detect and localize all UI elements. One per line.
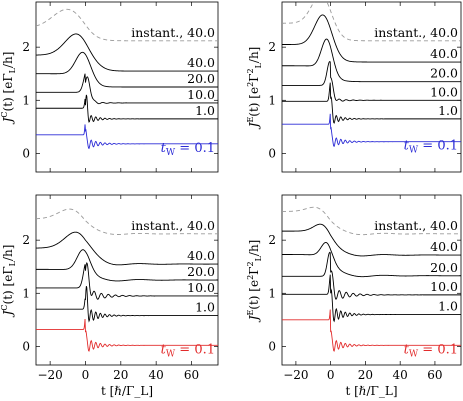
series-label-t10: 10.0 (430, 84, 458, 99)
series-line-t01 (36, 319, 218, 352)
series-label-t01: tW = 0.1 (404, 342, 458, 359)
series-label-t40: 40.0 (430, 239, 458, 254)
series-line-t40 (282, 223, 461, 257)
panel-top-right: 0 1 2 instant., 40.0 40.0 20.0 10.0 1.0 tW = 0.1… (246, 1, 462, 173)
y-tick-label: 2 (268, 40, 276, 54)
x-tick-label: 20 (358, 368, 373, 382)
series-line-instant (36, 8, 218, 42)
series-line-t40 (36, 231, 218, 266)
series-line-instant (36, 208, 218, 235)
y-axis-label: JE(t) [e2Γ2L/h] (246, 47, 263, 131)
series-label-t10: 10.0 (187, 280, 215, 295)
y-tick-label: 0 (22, 146, 30, 160)
series-label-t1: 1.0 (195, 103, 215, 118)
y-tick-label: 1 (22, 93, 30, 107)
y-tick-label: 0 (22, 339, 30, 353)
x-tick-label: −20 (37, 368, 62, 382)
series-line-t20 (36, 249, 218, 282)
series-line-t01 (282, 113, 461, 147)
y-tick-label: 0 (268, 339, 276, 353)
series-label-t20: 20.0 (187, 264, 215, 279)
series-line-t20 (282, 242, 461, 278)
series-label-t1: 1.0 (438, 299, 458, 314)
series-label-t1: 1.0 (438, 103, 458, 118)
series-line-t01 (36, 124, 218, 150)
x-axis-label: t [ℏ/Γ_L] (101, 384, 153, 398)
series-line-t1 (282, 82, 461, 124)
series-label-t20: 20.0 (187, 71, 215, 86)
series-label-t01: tW = 0.1 (161, 141, 215, 158)
y-axis-label: JC(t) [eΓL/h] (0, 52, 17, 126)
series-label-t01: tW = 0.1 (404, 139, 458, 156)
series-line-t1 (36, 286, 218, 323)
y-tick-label: 0 (268, 146, 276, 160)
series-line-t20 (36, 51, 218, 88)
x-axis-label: t [ℏ/Γ_L] (345, 384, 397, 398)
series-label-t20: 20.0 (430, 66, 458, 81)
series-line-instant (282, 206, 461, 236)
y-tick-label: 1 (268, 286, 276, 300)
series-label-instant: instant., 40.0 (131, 218, 215, 233)
series-label-instant: instant., 40.0 (374, 25, 458, 40)
x-tick-label: 60 (184, 368, 199, 382)
series-line-t10 (282, 251, 461, 300)
series-label-t10: 10.0 (187, 87, 215, 102)
series-line-t20 (282, 38, 461, 83)
x-tick-label: 0 (82, 368, 90, 382)
plot-frame (281, 194, 462, 366)
x-tick-label: 60 (427, 368, 442, 382)
series-label-t40: 40.0 (187, 248, 215, 263)
series-line-t10 (36, 262, 218, 300)
series-label-instant: instant., 40.0 (374, 218, 458, 233)
x-tick-label: 40 (149, 368, 164, 382)
y-axis-label: JE(t) [e2Γ2L/h] (246, 240, 263, 324)
series-label-t40: 40.0 (187, 55, 215, 70)
series-line-t1 (282, 274, 461, 323)
series-line-t10 (282, 60, 461, 102)
series-label-instant: instant., 40.0 (131, 25, 215, 40)
y-tick-label: 1 (268, 93, 276, 107)
y-tick-label: 2 (22, 40, 30, 54)
series-label-t1: 1.0 (195, 300, 215, 315)
x-tick-label: 40 (393, 368, 408, 382)
x-tick-label: −20 (283, 368, 308, 382)
series-label-t01: tW = 0.1 (161, 342, 215, 359)
panel-bottom-right: −20 0 20 40 60 0 1 2 instant., 40.0 40.0 20.0 10.0 1… (246, 194, 462, 398)
series-line-t40 (36, 33, 218, 72)
series-label-t10: 10.0 (430, 279, 458, 294)
series-label-t20: 20.0 (430, 260, 458, 275)
x-tick-label: 0 (327, 368, 335, 382)
y-axis-label: JC(t) [eΓL/h] (0, 245, 17, 319)
panel-top-left: 0 1 2 instant., 40.0 40.020.010.01.0 tW = 0.1… (0, 1, 219, 173)
y-tick-label: 2 (268, 233, 276, 247)
series-line-t01 (282, 309, 461, 352)
x-tick-label: 20 (113, 368, 128, 382)
series-line-t40 (282, 14, 461, 63)
y-tick-label: 2 (22, 233, 30, 247)
series-line-t10 (36, 73, 218, 105)
y-tick-label: 1 (22, 286, 30, 300)
panel-bottom-left: −20 0 20 40 60 0 1 2 instant., 40.0 40.020.010.0 1… (0, 194, 219, 398)
series-line-t1 (36, 94, 218, 123)
plot-frame (281, 1, 462, 173)
series-label-t40: 40.0 (430, 46, 458, 61)
series-line-instant (282, 2, 461, 42)
